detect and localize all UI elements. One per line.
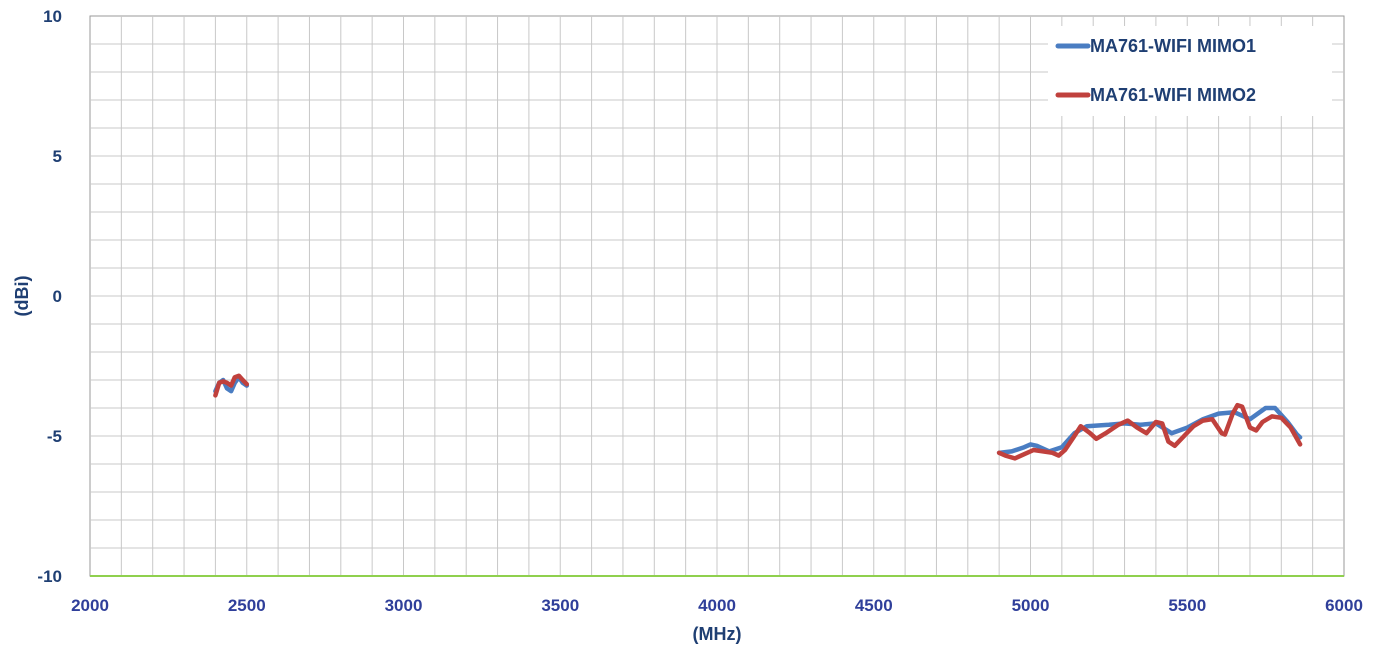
legend-label-mimo2: MA761-WIFI MIMO2 xyxy=(1090,85,1256,105)
x-tick-label: 2500 xyxy=(228,596,266,615)
y-tick-label: 5 xyxy=(53,147,62,166)
legend-label-mimo1: MA761-WIFI MIMO1 xyxy=(1090,36,1256,56)
x-tick-label: 2000 xyxy=(71,596,109,615)
series-line-mimo1-band2 xyxy=(996,405,1303,456)
y-tick-label: -5 xyxy=(47,427,62,446)
y-tick-labels: 10 5 0 -5 -10 xyxy=(37,7,62,586)
y-tick-label: 10 xyxy=(43,7,62,26)
x-tick-label: 3000 xyxy=(385,596,423,615)
legend: MA761-WIFI MIMO1 MA761-WIFI MIMO2 xyxy=(1048,26,1332,116)
x-tick-label: 5000 xyxy=(1012,596,1050,615)
data-series xyxy=(213,373,1303,461)
x-tick-label: 4000 xyxy=(698,596,736,615)
x-tick-label: 6000 xyxy=(1325,596,1363,615)
x-axis-label: (MHz) xyxy=(693,624,742,644)
x-tick-label: 5500 xyxy=(1168,596,1206,615)
series-line-mimo2-band2 xyxy=(996,402,1303,461)
y-tick-label: -10 xyxy=(37,567,62,586)
y-tick-label: 0 xyxy=(53,287,62,306)
legend-box xyxy=(1048,26,1332,116)
x-tick-label: 4500 xyxy=(855,596,893,615)
x-tick-label: 3500 xyxy=(541,596,579,615)
series-line-mimo2-band1 xyxy=(213,373,250,398)
y-axis-label: (dBi) xyxy=(12,276,32,317)
x-tick-labels: 2000 2500 3000 3500 4000 4500 5000 5500 6000 xyxy=(71,596,1363,615)
